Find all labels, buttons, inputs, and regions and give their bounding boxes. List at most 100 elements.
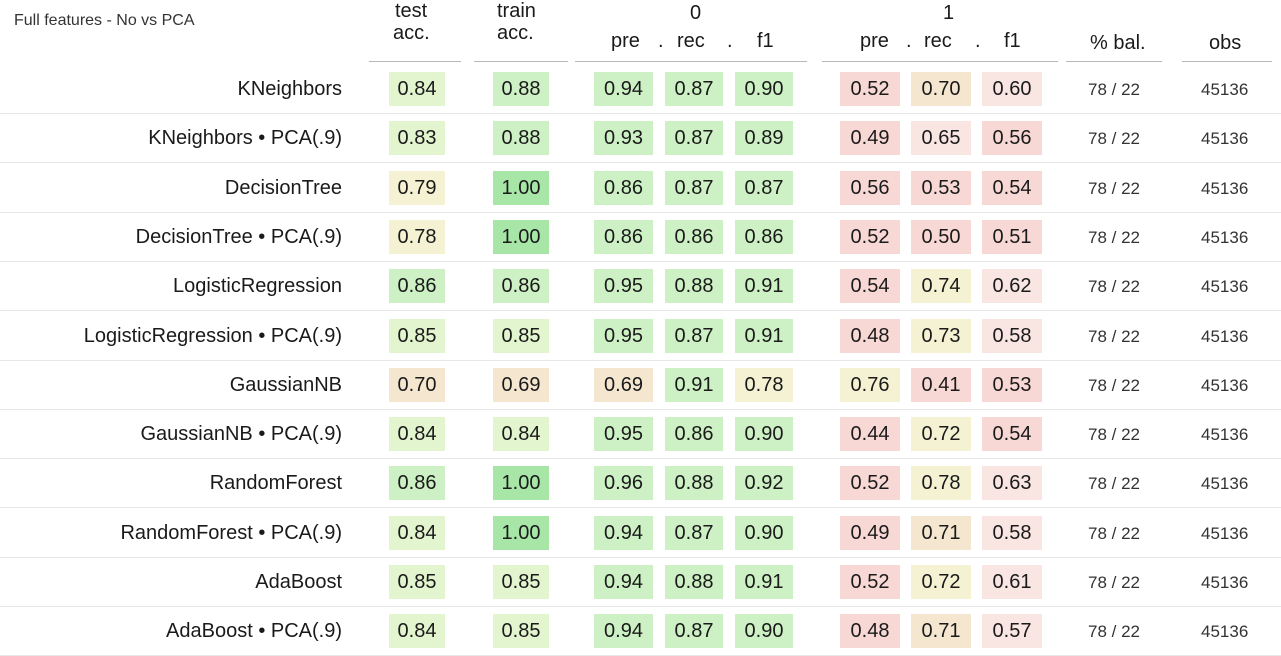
row-separator [0,359,1281,361]
balance-cell: 78 / 22 [1088,375,1140,395]
obs-cell: 45136 [1201,227,1249,247]
metric-cell-test-acc: 0.84 [389,72,445,106]
obs-cell: 45136 [1201,573,1249,592]
metric-cell-pre0: 0.94 [594,72,653,106]
header-pre0: pre [611,30,640,52]
metric-cell-f10: 0.90 [735,72,793,106]
header-pre1: pre [860,30,889,52]
metric-cell-train-acc: 1.00 [493,219,549,254]
balance-cell: 78 / 22 [1088,326,1140,346]
metric-cell-train-acc: 1.00 [493,466,549,501]
metric-cell-rec1: 0.72 [911,417,971,452]
row-label: RandomForest • PCA(.9) [120,521,342,544]
metric-cell-f11: 0.63 [982,466,1042,501]
metric-cell-rec1: 0.78 [911,466,971,501]
row-separator [0,211,1281,213]
header-obs: obs [1209,32,1242,54]
balance-cell: 78 / 22 [1088,129,1140,149]
metric-cell-pre0: 0.94 [594,515,653,550]
metric-cell-pre1: 0.52 [840,466,900,501]
row-separator [0,507,1281,509]
header-sep1b: . [975,30,981,52]
header-underline [474,61,568,62]
row-label: DecisionTree [224,176,342,199]
row-separator [0,458,1281,460]
metric-cell-train-acc: 1.00 [493,170,549,205]
obs-cell: 45136 [1201,129,1249,149]
header-sep1a: . [906,30,912,52]
metric-cell-f10: 0.78 [735,367,793,402]
balance-cell: 78 / 22 [1088,178,1140,198]
metric-cell-rec0: 0.87 [665,121,723,156]
metric-cell-pre1: 0.52 [840,219,900,254]
balance-cell: 78 / 22 [1088,277,1140,297]
metric-cell-rec1: 0.73 [911,318,971,353]
metric-cell-pre0: 0.93 [594,121,653,156]
header-sep0b: . [727,30,733,52]
row-separator [0,162,1281,164]
row-separator [0,310,1281,312]
metric-cell-test-acc: 0.85 [389,318,445,353]
header-underline [1182,61,1272,62]
metric-cell-test-acc: 0.85 [389,565,445,599]
balance-cell: 78 / 22 [1088,425,1140,445]
metric-cell-test-acc: 0.78 [389,219,445,254]
balance-cell: 78 / 22 [1088,474,1140,494]
header-f10: f1 [757,30,774,52]
row-label: AdaBoost • PCA(.9) [166,620,342,643]
metric-cell-test-acc: 0.84 [389,515,445,550]
metric-cell-rec1: 0.72 [911,565,971,599]
metric-cell-test-acc: 0.79 [389,170,445,205]
metric-cell-train-acc: 0.84 [493,417,549,452]
balance-cell: 78 / 22 [1088,573,1140,592]
metric-cell-pre0: 0.94 [594,614,653,649]
metric-cell-rec0: 0.88 [665,269,723,304]
metric-cell-f10: 0.87 [735,170,793,205]
metric-cell-f11: 0.54 [982,170,1042,205]
metric-cell-train-acc: 0.86 [493,269,549,304]
metric-cell-rec0: 0.87 [665,170,723,205]
obs-cell: 45136 [1201,523,1249,543]
header-train-line1: train [497,0,536,22]
header-underline [369,61,461,62]
obs-cell: 45136 [1201,375,1249,395]
metric-cell-test-acc: 0.83 [389,121,445,156]
metric-cell-train-acc: 0.85 [493,318,549,353]
row-label: LogisticRegression • PCA(.9) [83,324,342,347]
row-label: DecisionTree • PCA(.9) [135,225,342,248]
row-label: AdaBoost [255,571,342,593]
metric-cell-train-acc: 0.85 [493,614,549,649]
metric-cell-f11: 0.62 [982,269,1042,304]
metric-cell-test-acc: 0.86 [389,269,445,304]
metric-cell-rec0: 0.87 [665,72,723,106]
row-label: RandomForest [209,472,342,495]
row-label: GaussianNB • PCA(.9) [140,423,342,446]
metric-cell-pre1: 0.52 [840,72,900,106]
header-train-line2: acc. [497,22,534,44]
metric-cell-pre0: 0.95 [594,417,653,452]
metric-cell-train-acc: 0.85 [493,565,549,599]
header-balance: % bal. [1090,32,1146,54]
metric-cell-pre0: 0.96 [594,466,653,501]
row-separator [0,260,1281,262]
obs-cell: 45136 [1201,425,1249,445]
metric-cell-train-acc: 1.00 [493,515,549,550]
header-rec0: rec [677,30,705,52]
metric-cell-pre1: 0.52 [840,565,900,599]
metric-cell-f10: 0.89 [735,121,793,156]
metric-cell-f11: 0.54 [982,417,1042,452]
header-rec1: rec [924,30,952,52]
obs-cell: 45136 [1201,277,1249,297]
metric-cell-f10: 0.92 [735,466,793,501]
metric-cell-f10: 0.91 [735,269,793,304]
metric-cell-test-acc: 0.84 [389,417,445,452]
obs-cell: 45136 [1201,178,1249,198]
metric-cell-f11: 0.61 [982,565,1042,599]
metric-cell-f10: 0.86 [735,219,793,254]
metric-cell-pre0: 0.95 [594,269,653,304]
balance-cell: 78 / 22 [1088,227,1140,247]
metric-cell-rec0: 0.88 [665,565,723,599]
metric-cell-f11: 0.51 [982,219,1042,254]
balance-cell: 78 / 22 [1088,622,1140,642]
